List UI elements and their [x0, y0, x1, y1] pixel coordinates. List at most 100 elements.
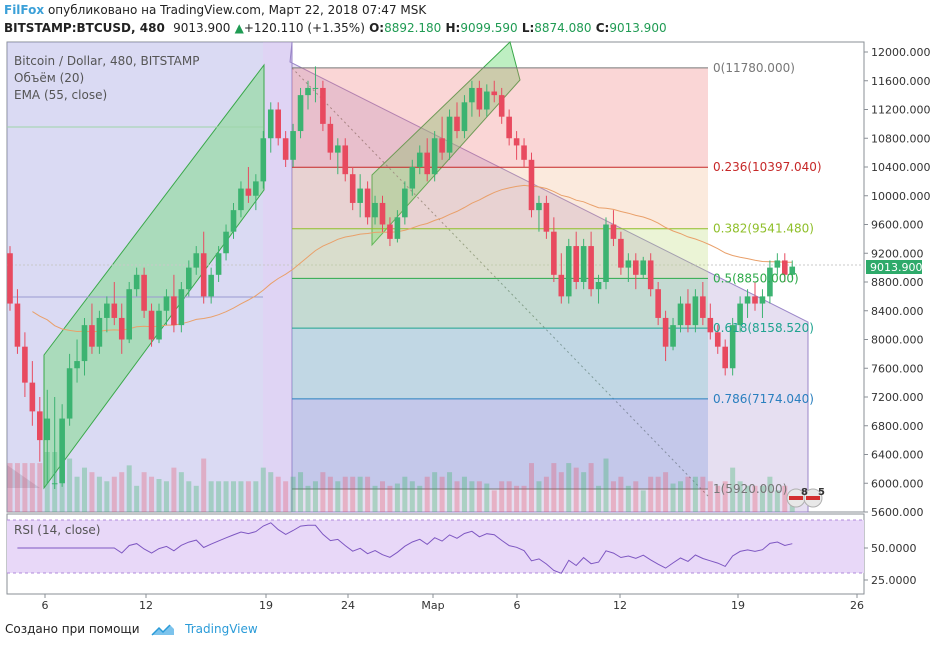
- volume-bar: [670, 483, 676, 512]
- candle: [759, 296, 766, 304]
- candle: [178, 289, 185, 326]
- volume-bar: [67, 458, 73, 512]
- candle: [282, 138, 289, 160]
- candle: [677, 303, 684, 326]
- price-chart[interactable]: 0(11780.000) 0.236(10397.040) 0.382(9541.4…: [0, 0, 935, 620]
- volume-bar: [119, 472, 125, 512]
- candle: [126, 289, 132, 340]
- footer: Создано при помощи TradingView: [5, 622, 258, 637]
- candle: [37, 411, 43, 441]
- volume-bar: [439, 476, 445, 512]
- candle: [409, 167, 416, 189]
- time-axis[interactable]: 6 12 19 24 Мар 6 12 19 26: [42, 594, 865, 612]
- candle: [230, 210, 237, 232]
- volume-bar: [596, 485, 602, 512]
- candle: [245, 188, 252, 196]
- candle: [238, 188, 244, 211]
- fib-label-4: 0.618(8158.520): [713, 321, 814, 335]
- volume-bar: [745, 485, 751, 512]
- candle: [312, 87, 319, 89]
- volume-bar: [365, 476, 371, 512]
- volume-bar: [74, 476, 80, 512]
- event-flags[interactable]: 8 5: [786, 487, 825, 508]
- high-label: H:: [445, 21, 461, 35]
- candle: [141, 274, 147, 311]
- candle: [66, 368, 73, 419]
- ohlc-line: BITSTAMP:BTCUSD, 480 9013.900 ▲+120.110 …: [4, 21, 667, 35]
- volume-bar: [700, 476, 706, 512]
- volume-bar: [82, 467, 87, 512]
- price-tick-label: 12000.000: [871, 46, 931, 59]
- volume-bar: [648, 476, 654, 512]
- time-tick-label: 24: [341, 599, 355, 612]
- author-name[interactable]: FilFox: [4, 3, 45, 17]
- volume-bars: [7, 452, 795, 512]
- volume-bar: [782, 485, 788, 512]
- tradingview-link[interactable]: TradingView: [185, 622, 258, 636]
- price-tick-label: 10400.000: [871, 161, 931, 174]
- candle: [96, 317, 103, 347]
- rsi-polyline: [17, 522, 793, 574]
- volume-bar: [491, 490, 497, 512]
- low-label: L:: [521, 21, 535, 35]
- candle: [647, 260, 654, 290]
- volume-bar: [394, 483, 400, 512]
- legend-title: Bitcoin / Dollar, 480, BITSTAMP: [14, 54, 199, 68]
- candle: [618, 238, 624, 268]
- volume-bar: [298, 472, 304, 512]
- price-axis[interactable]: 12000.000 11600.000 11200.000 10800.000 1040…: [864, 46, 931, 519]
- volume-bar: [625, 485, 631, 512]
- candle: [774, 260, 781, 268]
- fib-zone-3: [292, 278, 708, 329]
- rsi-axis[interactable]: 50.0000 25.0000: [864, 542, 917, 587]
- candle: [789, 266, 796, 275]
- high-value: 9099.590: [460, 21, 518, 35]
- price-tick-label: 11200.000: [871, 104, 931, 117]
- candle: [484, 91, 490, 110]
- candle: [737, 303, 743, 326]
- price-pane[interactable]: [6, 41, 865, 513]
- candle: [580, 246, 587, 282]
- fibonacci-retracement: [292, 67, 708, 490]
- candle: [610, 224, 617, 239]
- volume-bar: [283, 481, 289, 512]
- fib-label-1: 0.236(10397.040): [713, 160, 822, 174]
- legend-ema: EMA (55, close): [14, 88, 107, 102]
- volume-bar: [469, 481, 475, 512]
- candle: [662, 317, 669, 347]
- price-tick-label: 10000.000: [871, 190, 931, 203]
- volume-bar: [126, 465, 132, 512]
- candle: [782, 260, 788, 275]
- candle: [513, 138, 520, 146]
- candle: [133, 274, 140, 290]
- volume-bar: [245, 481, 251, 512]
- candle: [543, 202, 550, 232]
- ascending-channel-1: [43, 63, 265, 490]
- candle: [729, 325, 736, 369]
- volume-bar: [767, 476, 773, 512]
- volume-bar: [186, 481, 192, 512]
- volume-bar: [402, 476, 408, 512]
- candle: [558, 274, 565, 297]
- candle: [290, 131, 296, 160]
- volume-bar: [454, 481, 460, 512]
- volume-bar: [685, 476, 691, 512]
- candle: [640, 260, 647, 275]
- fib-zone-5: [292, 398, 708, 489]
- candle: [439, 138, 445, 153]
- rsi-line: [7, 519, 864, 574]
- fib-label-3: 0.5(8850.000): [713, 271, 799, 285]
- candles: [7, 66, 796, 489]
- candle: [536, 202, 542, 211]
- candle: [416, 152, 423, 167]
- low-value: 8874.080: [534, 21, 592, 35]
- candle: [402, 188, 408, 218]
- candle: [670, 325, 676, 347]
- last-price-tag: [866, 260, 922, 274]
- tradingview-logo-icon[interactable]: [151, 623, 175, 637]
- close-value: 9013.900: [609, 21, 667, 35]
- volume-bar: [715, 485, 721, 512]
- volume-bar: [759, 485, 765, 512]
- last-price: 9013.900: [173, 21, 231, 35]
- volume-bar: [521, 485, 527, 512]
